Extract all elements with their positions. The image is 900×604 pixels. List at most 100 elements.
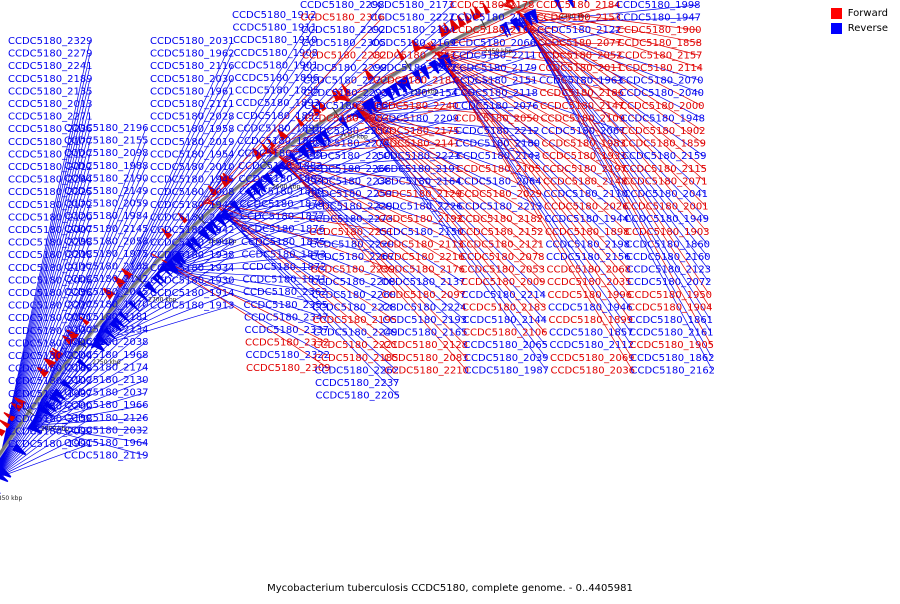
gene-label: CCDC5180_2038 (64, 337, 149, 348)
gene-label: CCDC5180_2029 (458, 189, 543, 200)
gene-label: CCDC5180_2121 (460, 239, 545, 250)
gene-label: CCDC5180_2071 (623, 176, 708, 187)
gene-label: CCDC5180_1904 (628, 302, 713, 313)
gene-label: CCDC5180_2176 (381, 265, 466, 276)
gene-label: CCDC5180_2039 (464, 353, 549, 364)
gene-label: CCDC5180_2147 (540, 101, 625, 112)
gene-label: CCDC5180_2196 (64, 123, 149, 134)
gene-label: CCDC5180_2126 (64, 413, 149, 424)
gene-label: CCDC5180_2211 (452, 50, 537, 61)
gene-label: CCDC5180_2129 (378, 189, 463, 200)
gene-label: CCDC5180_2137 (381, 277, 466, 288)
gene-label: CCDC5180_2040 (620, 88, 705, 99)
gene-label: CCDC5180_1947 (617, 13, 702, 24)
gene-label: CCDC5180_2149 (64, 186, 149, 197)
gene-label: CCDC5180_2159 (622, 151, 707, 162)
gene-label: CCDC5180_1860 (626, 239, 711, 250)
gene-label: CCDC5180_2183 (462, 302, 547, 313)
gene-label: CCDC5180_1938 (150, 250, 235, 261)
gene-label: CCDC5180_2192 (379, 214, 464, 225)
gene-label: CCDC5180_2032 (64, 425, 149, 436)
legend-reverse: Reverse (831, 23, 888, 34)
gene-label: CCDC5180_2190 (64, 173, 149, 184)
gene-label: CCDC5180_2058 (64, 236, 149, 247)
gene-label: CCDC5180_2068 (547, 265, 632, 276)
gene-label: CCDC5180_2161 (629, 328, 714, 339)
gene-label: CCDC5180_2160 (626, 252, 711, 263)
gene-label: CCDC5180_1958 (150, 124, 235, 135)
gene-label: CCDC5180_2222 (373, 63, 458, 74)
gene-label: CCDC5180_1857 (549, 328, 634, 339)
gene-label: CCDC5180_1946 (548, 302, 633, 313)
gene-label: CCDC5180_2155 (64, 136, 149, 147)
gene-label: CCDC5180_2240 (374, 101, 459, 112)
gene-label: CCDC5180_2146 (451, 13, 536, 24)
gene-label: CCDC5180_2237 (315, 378, 400, 389)
gene-label: CCDC5180_2157 (618, 50, 703, 61)
map-caption: Mycobacterium tuberculosis CCDC5180, com… (0, 583, 900, 594)
gene-label: CCDC5180_2059 (64, 199, 149, 210)
gene-label: CCDC5180_2045 (64, 287, 149, 298)
gene-label: CCDC5180_2189 (8, 74, 93, 85)
gene-label: CCDC5180_2028 (150, 112, 235, 123)
gene-label: CCDC5180_2180 (456, 139, 541, 150)
gene-label: CCDC5180_2097 (382, 290, 467, 301)
gene-label: CCDC5180_1943 (150, 200, 235, 211)
gene-label: CCDC5180_1987 (465, 365, 550, 376)
gene-label: CCDC5180_2108 (451, 25, 536, 36)
gene-label: CCDC5180_1898 (545, 227, 630, 238)
gene-label: CCDC5180_2114 (619, 63, 704, 74)
gene-label: CCDC5180_2109 (541, 113, 626, 124)
gene-label: CCDC5180_2153 (537, 13, 622, 24)
gene-label: CCDC5180_1940 (150, 238, 235, 249)
gene-label: CCDC5180_2035 (547, 277, 632, 288)
gene-label: CCDC5180_2041 (624, 189, 709, 200)
gene-label: CCDC5180_2143 (456, 151, 541, 162)
gene-label: CCDC5180_2067 (541, 126, 626, 137)
gene-label: CCDC5180_1948 (621, 113, 706, 124)
gene-label: CCDC5180_2000 (620, 101, 705, 112)
gene-label: CCDC5180_2186 (540, 88, 625, 99)
gene-label: CCDC5180_1983 (542, 139, 627, 150)
gene-label: CCDC5180_2119 (64, 451, 149, 462)
gene-label: CCDC5180_2188 (64, 262, 149, 273)
gene-label: CCDC5180_2134 (64, 325, 149, 336)
gene-label: CCDC5180_2122 (537, 25, 622, 36)
gene-label: CCDC5180_2205 (316, 391, 401, 402)
gene-label: CCDC5180_2070 (619, 76, 704, 87)
gene-label: CCDC5180_2154 (374, 88, 459, 99)
legend: Forward Reverse (831, 8, 888, 38)
gene-label: CCDC5180_2210 (385, 365, 470, 376)
gene-label: CCDC5180_1961 (150, 86, 235, 97)
gene-label: CCDC5180_2209 (375, 113, 460, 124)
gene-label: CCDC5180_2226 (378, 202, 463, 213)
scale-tick-label: 2850 kbp (0, 495, 22, 502)
gene-label: CCDC5180_1968 (64, 350, 149, 361)
legend-reverse-label: Reverse (848, 23, 888, 34)
gene-label: CCDC5180_1930 (150, 275, 235, 286)
gene-label: CCDC5180_1934 (150, 263, 235, 274)
gene-label: CCDC5180_1903 (625, 227, 710, 238)
gene-label: CCDC5180_2214 (462, 290, 547, 301)
gene-label: CCDC5180_2008 (150, 187, 235, 198)
gene-label: CCDC5180_2110 (544, 189, 629, 200)
gene-label: CCDC5180_2001 (624, 202, 709, 213)
gene-label: CCDC5180_2182 (459, 214, 544, 225)
gene-label: CCDC5180_2213 (458, 202, 543, 213)
gene-label: CCDC5180_1984 (64, 211, 149, 222)
gene-label: CCDC5180_2050 (455, 113, 540, 124)
gene-label: CCDC5180_2181 (64, 312, 149, 323)
gene-label: CCDC5180_2223 (376, 151, 461, 162)
gene-label: CCDC5180_1998 (616, 0, 701, 11)
gene-label: CCDC5180_1970 (64, 299, 149, 310)
gene-label: CCDC5180_2162 (631, 365, 716, 376)
gene-label: CCDC5180_2173 (370, 0, 455, 11)
gene-label: CCDC5180_2037 (64, 388, 149, 399)
gene-label: CCDC5180_2005 (150, 212, 235, 223)
gene-label: CCDC5180_1861 (629, 315, 714, 326)
gene-label: CCDC5180_1975 (64, 249, 149, 260)
gene-label: CCDC5180_2279 (8, 49, 93, 60)
gene-label: CCDC5180_2150 (379, 227, 464, 238)
gene-label: CCDC5180_2144 (463, 315, 548, 326)
